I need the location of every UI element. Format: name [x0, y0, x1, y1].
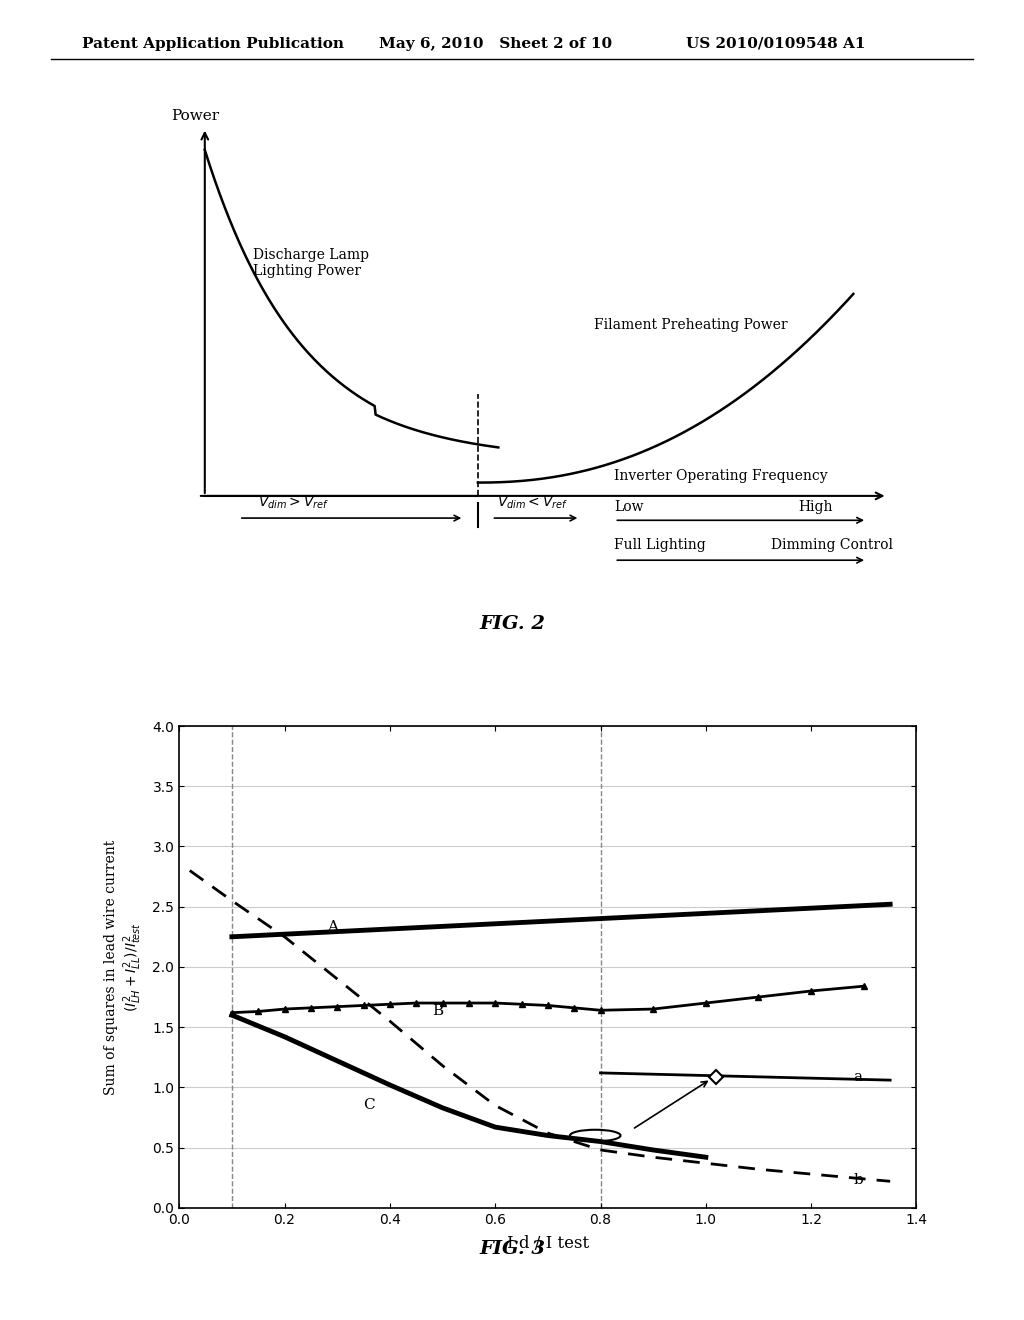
Y-axis label: Sum of squares in lead wire current
$(I_{LH}^{2}+I_{LL}^{2})/I_{test}^{2}$: Sum of squares in lead wire current $(I_… [104, 840, 144, 1094]
Text: High: High [799, 500, 834, 515]
Text: Dimming Control: Dimming Control [771, 539, 893, 552]
X-axis label: I d / I test: I d / I test [507, 1236, 589, 1251]
Text: Inverter Operating Frequency: Inverter Operating Frequency [614, 470, 828, 483]
Text: FIG. 3: FIG. 3 [479, 1239, 545, 1258]
Text: B: B [432, 1005, 443, 1018]
Text: FIG. 2: FIG. 2 [479, 615, 545, 634]
Text: Discharge Lamp
Lighting Power: Discharge Lamp Lighting Power [253, 248, 369, 277]
Text: Full Lighting: Full Lighting [614, 539, 707, 552]
Text: May 6, 2010   Sheet 2 of 10: May 6, 2010 Sheet 2 of 10 [379, 37, 612, 51]
Text: a: a [853, 1071, 862, 1084]
Text: US 2010/0109548 A1: US 2010/0109548 A1 [686, 37, 865, 51]
Text: Filament Preheating Power: Filament Preheating Power [594, 318, 787, 333]
Text: Low: Low [614, 500, 644, 515]
Text: $V_{dim}<V_{ref}$: $V_{dim}<V_{ref}$ [497, 495, 568, 511]
Text: Patent Application Publication: Patent Application Publication [82, 37, 344, 51]
Text: b: b [853, 1172, 863, 1187]
Text: A: A [327, 920, 338, 933]
Text: Power: Power [171, 110, 219, 123]
Text: C: C [364, 1098, 375, 1111]
Text: $V_{dim}>V_{ref}$: $V_{dim}>V_{ref}$ [258, 495, 330, 511]
